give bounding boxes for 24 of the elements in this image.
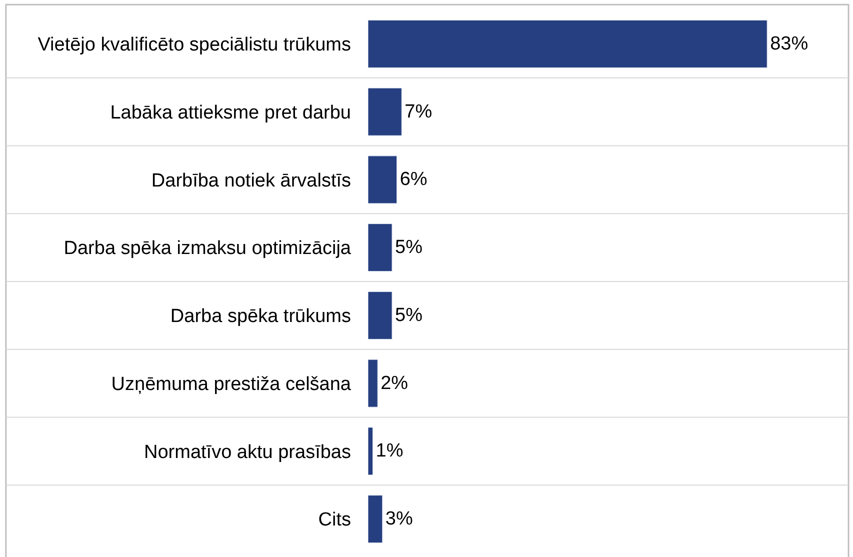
bar [368, 291, 392, 340]
bar [368, 427, 374, 476]
y-tick-label: Darbība notiek ārvalstīs [151, 170, 351, 192]
data-label: 7% [404, 101, 432, 122]
data-label: 3% [385, 508, 413, 530]
data-label: 5% [395, 237, 423, 258]
data-label: 6% [400, 169, 428, 190]
bar [368, 495, 383, 544]
bar [368, 20, 768, 68]
data-label: 1% [376, 440, 404, 462]
y-tick-label: Darba spēka trūkums [170, 306, 351, 328]
bar [368, 156, 398, 204]
bar [368, 359, 378, 408]
y-tick-label: Cits [318, 510, 351, 531]
y-tick-label: Darba spēka izmaksu optimizācija [64, 238, 352, 260]
y-tick-label: Normatīvo aktu prasības [144, 442, 351, 463]
bar [368, 224, 392, 272]
bar [368, 88, 402, 136]
y-tick-label: Vietējo kvalificēto speciālistu trūkums [38, 34, 351, 56]
y-tick-label: Uzņēmuma prestiža celšana [111, 374, 352, 395]
data-label: 83% [770, 33, 808, 54]
data-label: 5% [395, 304, 423, 326]
data-label: 2% [380, 372, 408, 394]
y-tick-label: Labāka attieksme pret darbu [110, 102, 351, 124]
